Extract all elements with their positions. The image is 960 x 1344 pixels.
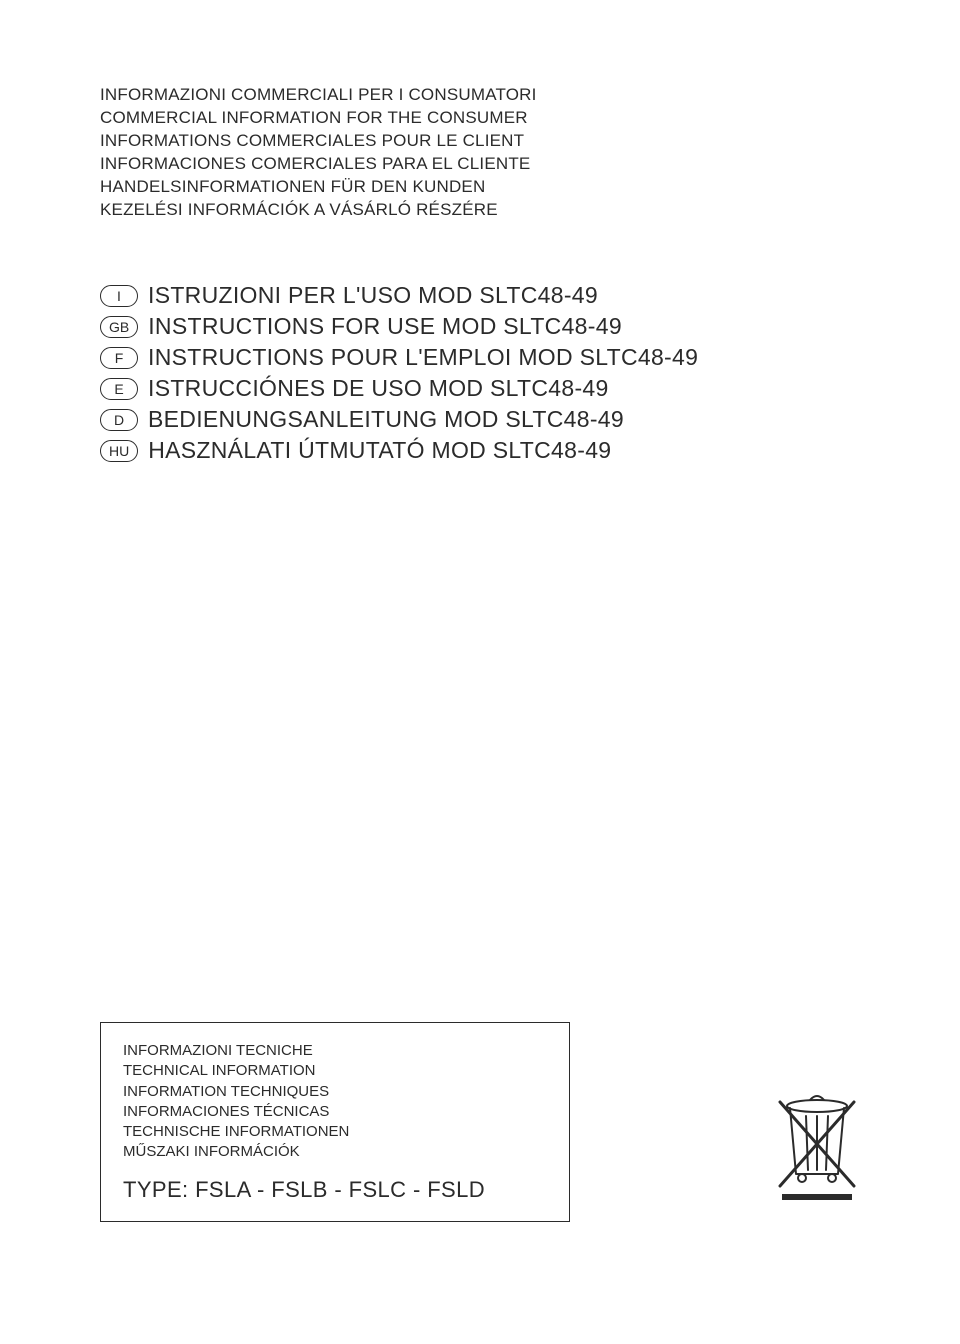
commercial-info-header: INFORMAZIONI COMMERCIALI PER I CONSUMATO…: [100, 84, 860, 222]
lang-code-badge: E: [100, 378, 138, 400]
tech-info-line: TECHNICAL INFORMATION: [123, 1061, 547, 1081]
header-line: INFORMAZIONI COMMERCIALI PER I CONSUMATO…: [100, 84, 860, 107]
lang-instruction-text: ISTRUZIONI PER L'USO MOD SLTC48-49: [148, 282, 598, 309]
header-line: HANDELSINFORMATIONEN FÜR DEN KUNDEN: [100, 176, 860, 199]
lang-instruction-text: HASZNÁLATI ÚTMUTATÓ MOD SLTC48-49: [148, 437, 611, 464]
header-line: INFORMATIONS COMMERCIALES POUR LE CLIENT: [100, 130, 860, 153]
lang-instruction-text: INSTRUCTIONS POUR L'EMPLOI MOD SLTC48-49: [148, 344, 698, 371]
header-line: KEZELÉSI INFORMÁCIÓK A VÁSÁRLÓ RÉSZÉRE: [100, 199, 860, 222]
technical-info-box: INFORMAZIONI TECNICHE TECHNICAL INFORMAT…: [100, 1022, 570, 1222]
lang-code-badge: I: [100, 285, 138, 307]
lang-instruction-text: INSTRUCTIONS FOR USE MOD SLTC48-49: [148, 313, 622, 340]
tech-info-line: INFORMAZIONI TECNICHE: [123, 1041, 547, 1061]
lang-row: I ISTRUZIONI PER L'USO MOD SLTC48-49: [100, 282, 860, 309]
lang-instruction-text: BEDIENUNGSANLEITUNG MOD SLTC48-49: [148, 406, 624, 433]
tech-info-line: MŰSZAKI INFORMÁCIÓK: [123, 1142, 547, 1162]
lang-row: D BEDIENUNGSANLEITUNG MOD SLTC48-49: [100, 406, 860, 433]
lang-code-badge: GB: [100, 316, 138, 338]
lang-row: F INSTRUCTIONS POUR L'EMPLOI MOD SLTC48-…: [100, 344, 860, 371]
lang-row: E ISTRUCCIÓNES DE USO MOD SLTC48-49: [100, 375, 860, 402]
lang-row: HU HASZNÁLATI ÚTMUTATÓ MOD SLTC48-49: [100, 437, 860, 464]
type-designation: TYPE: FSLA - FSLB - FSLC - FSLD: [123, 1177, 547, 1203]
lang-code-badge: F: [100, 347, 138, 369]
lang-row: GB INSTRUCTIONS FOR USE MOD SLTC48-49: [100, 313, 860, 340]
lang-code-badge: D: [100, 409, 138, 431]
lang-instruction-text: ISTRUCCIÓNES DE USO MOD SLTC48-49: [148, 375, 609, 402]
weee-recycling-icon: [772, 1094, 862, 1214]
header-line: INFORMACIONES COMERCIALES PARA EL CLIENT…: [100, 153, 860, 176]
tech-info-line: INFORMACIONES TÉCNICAS: [123, 1102, 547, 1122]
language-instructions-list: I ISTRUZIONI PER L'USO MOD SLTC48-49 GB …: [100, 282, 860, 468]
tech-info-line: INFORMATION TECHNIQUES: [123, 1082, 547, 1102]
lang-code-badge: HU: [100, 440, 138, 462]
header-line: COMMERCIAL INFORMATION FOR THE CONSUMER: [100, 107, 860, 130]
tech-info-line: TECHNISCHE INFORMATIONEN: [123, 1122, 547, 1142]
